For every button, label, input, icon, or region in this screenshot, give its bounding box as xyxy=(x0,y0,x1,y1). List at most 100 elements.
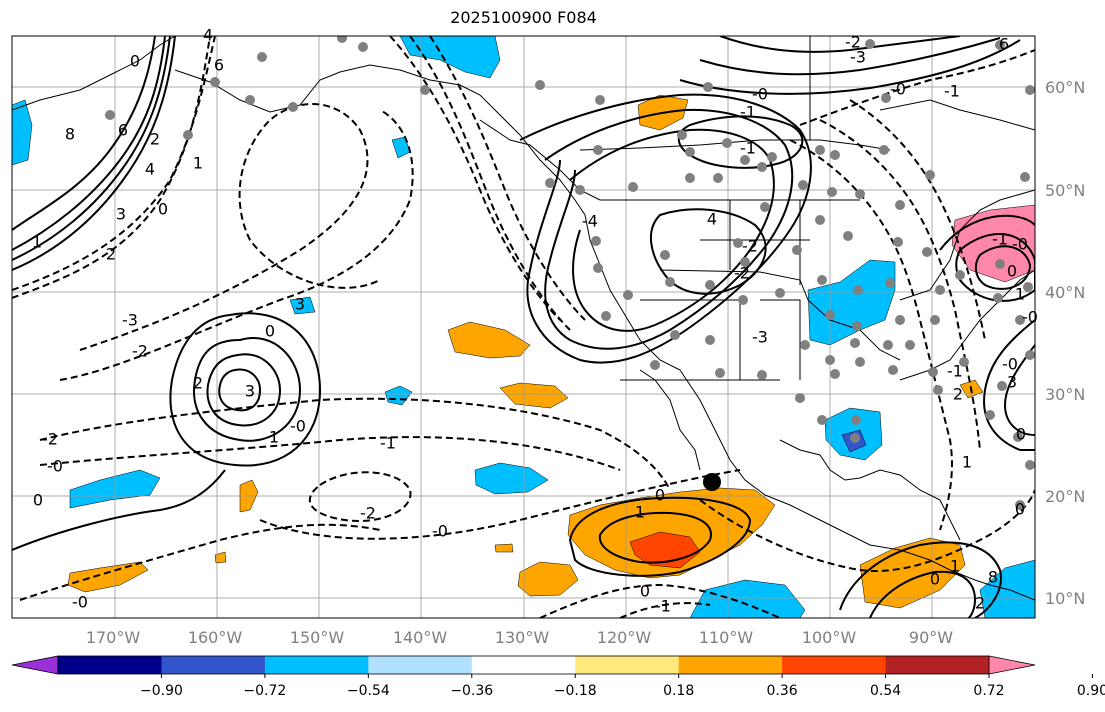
colorbar-frame xyxy=(57,655,990,675)
contour-label: 1 xyxy=(32,233,42,252)
colorbar-extend-right xyxy=(988,655,1036,675)
contour-label: -0 xyxy=(47,457,63,476)
contour-label: 1 xyxy=(635,503,645,522)
contour-label: 1 xyxy=(193,154,203,173)
contour-label: 1 xyxy=(269,428,279,447)
colorbar-segment xyxy=(161,656,266,674)
lon-label: 160°W xyxy=(188,628,243,647)
contour-label: 0 xyxy=(265,322,275,341)
contour-label: 6 xyxy=(214,56,224,75)
contour-label: 2 xyxy=(106,245,116,264)
lon-label: 90°W xyxy=(909,628,953,647)
contour-label: 4 xyxy=(145,160,155,179)
contour-label: 0 xyxy=(640,582,650,601)
lon-label: 110°W xyxy=(699,628,754,647)
colorbar-tick-label: 0.36 xyxy=(767,683,798,699)
contour-label: 1 xyxy=(962,453,972,472)
graticule xyxy=(12,36,1035,618)
contour-label: -2 xyxy=(845,33,861,52)
contour-label: 3 xyxy=(1007,373,1017,392)
contour-label: -2 xyxy=(132,342,148,361)
colorbar-tick-label: −0.54 xyxy=(347,683,390,699)
contour-label: -0 xyxy=(432,522,448,541)
contour-label: -1 xyxy=(944,82,960,101)
contour-label: -1 xyxy=(740,139,756,158)
colorbar-segment xyxy=(575,656,680,674)
contour-label: 2 xyxy=(193,374,203,393)
contour-label: -3 xyxy=(752,328,768,347)
contour-label: -2 xyxy=(742,237,758,256)
colorbar-tick-label: −0.90 xyxy=(140,683,183,699)
lat-label: 40°N xyxy=(1045,283,1085,302)
lon-label: 150°W xyxy=(290,628,345,647)
contour-label: 6 xyxy=(118,121,128,140)
contour-label: -1 xyxy=(992,230,1008,249)
lat-label: 30°N xyxy=(1045,385,1085,404)
contour-label: 0 xyxy=(1016,425,1026,444)
colorbar-segment xyxy=(782,656,887,674)
contour-label: 0 xyxy=(33,491,43,510)
map-title: 2025100900 F084 xyxy=(450,8,597,27)
contour-label: -2 xyxy=(360,504,376,523)
contour-label: 3 xyxy=(245,382,255,401)
contour-label: 0 xyxy=(930,570,940,589)
contour-label: -0 xyxy=(290,417,306,436)
contour-label: 4 xyxy=(203,26,213,45)
lon-label: 120°W xyxy=(597,628,652,647)
contour-label: 0 xyxy=(130,52,140,71)
contour-label: -2 xyxy=(42,430,58,449)
contour-label: 8 xyxy=(65,125,75,144)
lon-label: 100°W xyxy=(802,628,857,647)
contour-label: 0 xyxy=(158,200,168,219)
contour-label: 0 xyxy=(655,486,665,505)
colorbar-segment xyxy=(264,656,369,674)
lat-label: 60°N xyxy=(1045,78,1085,97)
contour-label: 3 xyxy=(116,205,126,224)
contour-label: 2 xyxy=(953,385,963,404)
contour-label: 0 xyxy=(1007,262,1017,281)
contour-label: -0 xyxy=(890,80,906,99)
contour-label: -0 xyxy=(72,593,88,612)
contour-label: -0 xyxy=(1022,308,1038,327)
contour-label: 2 xyxy=(150,130,160,149)
contour-label: -1 xyxy=(740,103,756,122)
contour-label: -1 xyxy=(947,362,963,381)
contour-label: 0 xyxy=(1015,500,1025,519)
map-frame xyxy=(11,35,1036,619)
colorbar-segment xyxy=(885,656,990,674)
lat-label: 10°N xyxy=(1045,589,1085,608)
contour-label: -3 xyxy=(850,48,866,67)
colorbar-tick-label: 0.72 xyxy=(973,683,1004,699)
colorbar-tick-label: −0.72 xyxy=(243,683,286,699)
colorbar: −0.90 −0.72 −0.54 −0.36 −0.18 0.18 0.36 0.54 0.7… xyxy=(11,655,1105,699)
colorbar-tick-label: 0.90 xyxy=(1077,683,1105,699)
colorbar-extend-left xyxy=(11,655,59,675)
colorbar-tick-label: −0.18 xyxy=(554,683,597,699)
contour-label: -0 xyxy=(1012,235,1028,254)
contour-label: 8 xyxy=(988,568,998,587)
contour-label: -1 xyxy=(655,597,671,616)
contour-label: 1 xyxy=(950,557,960,576)
lat-label: 20°N xyxy=(1045,487,1085,506)
lon-label: 130°W xyxy=(495,628,550,647)
lon-label: 140°W xyxy=(393,628,448,647)
contour-label: -4 xyxy=(582,212,598,231)
colorbar-segment xyxy=(471,656,576,674)
colorbar-segment xyxy=(368,656,473,674)
contour-label: 3 xyxy=(295,295,305,314)
contour-label: -2 xyxy=(734,264,750,283)
dashed-contours xyxy=(12,36,1035,618)
latitude-labels: 60°N 50°N 40°N 30°N 20°N 10°N xyxy=(1045,78,1085,608)
colorbar-segment xyxy=(678,656,783,674)
coastlines xyxy=(12,36,1035,601)
colorbar-tick-label: 0.54 xyxy=(870,683,901,699)
contour-label: 2 xyxy=(975,594,985,613)
colorbar-tick-label: 0.18 xyxy=(663,683,694,699)
contour-label: -1 xyxy=(380,434,396,453)
lat-label: 50°N xyxy=(1045,181,1085,200)
contour-label: 1 xyxy=(1015,285,1025,304)
observation-points xyxy=(105,36,1035,510)
colorbar-tick-label: −0.36 xyxy=(450,683,493,699)
